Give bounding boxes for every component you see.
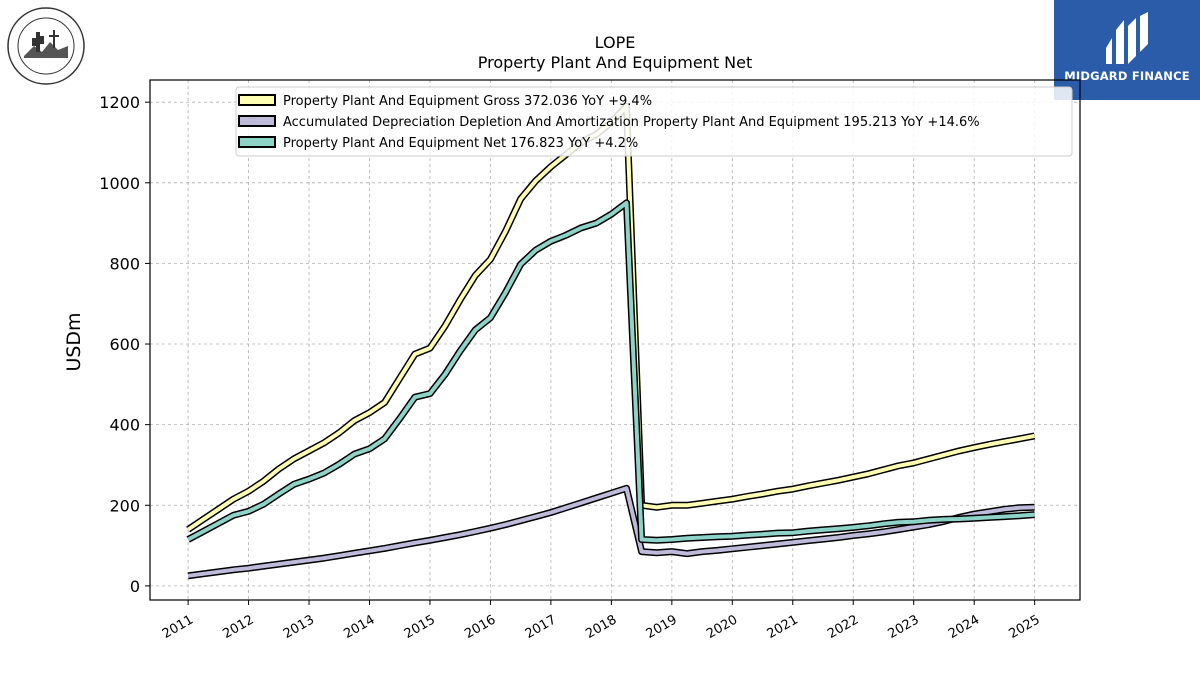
brand-name: MIDGARD FINANCE <box>1064 69 1190 83</box>
x-tick-label: 2014 <box>341 612 377 642</box>
x-tick-label: 2025 <box>1006 612 1042 642</box>
x-tick-label: 2018 <box>583 612 619 642</box>
axis-ticks: 0 200 400 600 800 1000 1200 2011 2012 2013 2014 201… <box>99 93 1042 642</box>
plot-frame <box>149 79 1081 601</box>
university-seal-logo <box>6 6 86 86</box>
chart-subtitle: Property Plant And Equipment Net <box>478 53 753 72</box>
x-tick-label: 2021 <box>765 612 801 642</box>
x-tick-label: 2019 <box>644 612 680 642</box>
x-tick-label: 2011 <box>160 612 196 642</box>
y-tick-label: 1200 <box>99 93 140 112</box>
legend-entry: Property Plant And Equipment Gross 372.0… <box>283 94 652 109</box>
series-1 <box>187 484 1035 580</box>
y-tick-label: 200 <box>109 496 140 515</box>
y-tick-label: 1000 <box>99 174 140 193</box>
legend[interactable]: Property Plant And Equipment Gross 372.0… <box>235 86 1073 157</box>
x-tick-label: 2012 <box>220 612 256 642</box>
y-tick-label: 0 <box>130 577 140 596</box>
x-tick-label: 2023 <box>886 612 922 642</box>
series-line <box>187 486 1035 578</box>
chart-title: LOPE <box>595 33 636 52</box>
x-tick-label: 2020 <box>704 612 740 642</box>
seal-icon <box>7 7 85 85</box>
legend-entry: Accumulated Depreciation Depletion And A… <box>283 115 980 130</box>
y-tick-label: 400 <box>109 416 140 435</box>
y-tick-label: 600 <box>109 335 140 354</box>
legend-swatch <box>238 115 276 127</box>
legend-swatch <box>238 136 276 148</box>
x-tick-label: 2017 <box>523 612 559 642</box>
midgard-mark-icon <box>1106 12 1148 64</box>
x-tick-label: 2013 <box>281 612 317 642</box>
y-axis-label: USDm <box>63 312 85 371</box>
series-line <box>187 200 1035 543</box>
legend-entry: Property Plant And Equipment Net 176.823… <box>283 136 638 151</box>
series-2 <box>186 199 1035 544</box>
y-tick-label: 800 <box>109 254 140 273</box>
x-tick-label: 2022 <box>825 612 861 642</box>
legend-box <box>235 86 1073 157</box>
midgard-finance-logo: MIDGARD FINANCE <box>1054 0 1200 100</box>
x-tick-label: 2024 <box>946 612 982 642</box>
legend-swatch <box>238 94 276 106</box>
x-tick-label: 2015 <box>402 612 438 642</box>
x-tick-label: 2016 <box>462 612 498 642</box>
